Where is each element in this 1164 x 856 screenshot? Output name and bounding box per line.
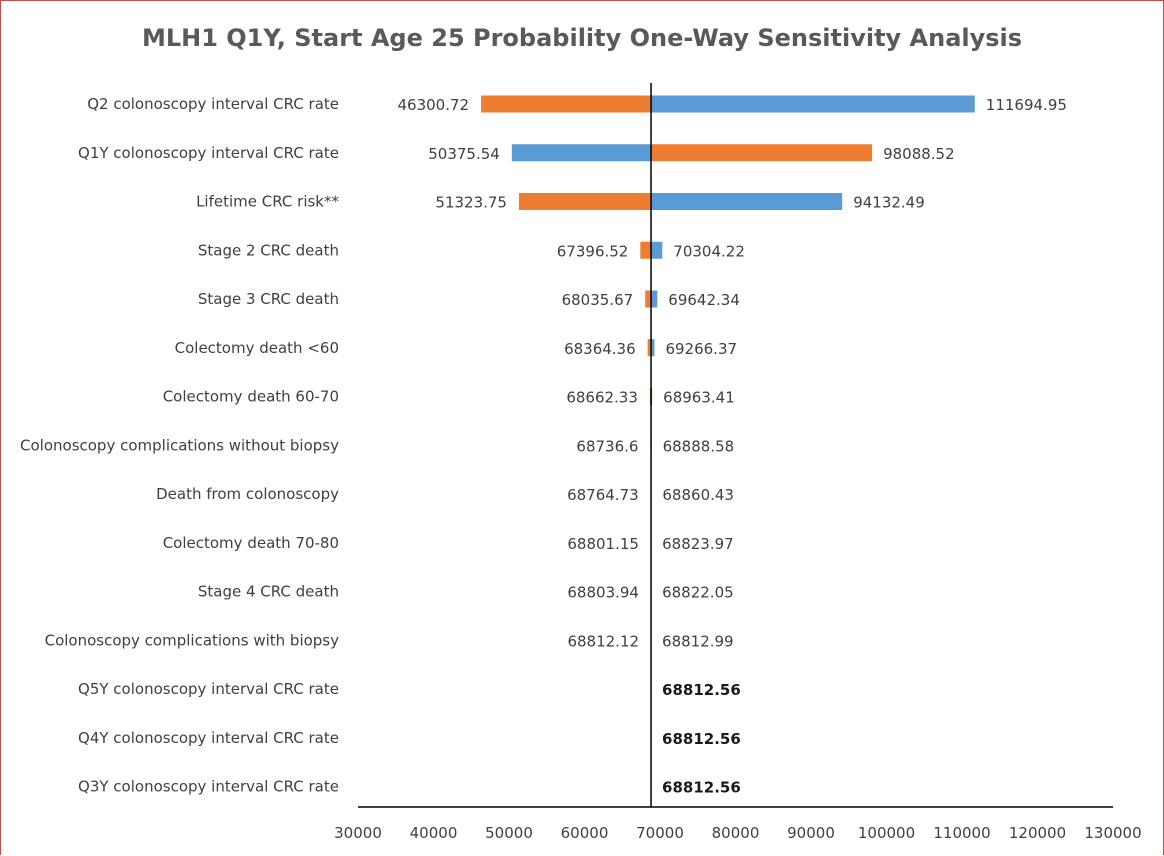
value-high-row-7: 68963.41 bbox=[663, 389, 735, 407]
bar-high-row-4 bbox=[651, 241, 663, 259]
x-tick-labels-group: 30000 40000 50000 60000 70000 80000 90000 10000… bbox=[334, 824, 1141, 842]
x-tick-label-130000: 130000 bbox=[1084, 824, 1141, 842]
value-high-row-14: 68812.56 bbox=[662, 730, 741, 748]
category-labels-group: Q2 colonoscopy interval CRC rate Q1Y colo… bbox=[20, 95, 339, 796]
bars-group bbox=[481, 95, 975, 454]
value-low-row-5: 68035.67 bbox=[562, 291, 634, 309]
value-high-row-11: 68822.05 bbox=[662, 584, 734, 602]
category-label-row-13: Q5Y colonoscopy interval CRC rate bbox=[78, 680, 339, 698]
category-label-row-15: Q3Y colonoscopy interval CRC rate bbox=[78, 778, 339, 796]
value-low-row-3: 51323.75 bbox=[435, 194, 507, 212]
value-high-row-1: 111694.95 bbox=[986, 96, 1067, 114]
x-tick-label-80000: 80000 bbox=[712, 824, 760, 842]
category-label-row-14: Q4Y colonoscopy interval CRC rate bbox=[78, 729, 339, 747]
x-tick-label-110000: 110000 bbox=[933, 824, 990, 842]
bar-low-row-6 bbox=[647, 339, 652, 357]
value-high-row-10: 68823.97 bbox=[662, 535, 734, 553]
value-high-row-4: 70304.22 bbox=[673, 242, 745, 260]
category-label-row-8: Colonoscopy complications without biopsy bbox=[20, 436, 339, 454]
value-low-row-4: 67396.52 bbox=[557, 242, 629, 260]
bar-high-row-1 bbox=[651, 95, 975, 113]
category-label-row-6: Colectomy death <60 bbox=[175, 339, 339, 357]
value-low-row-9: 68764.73 bbox=[567, 486, 639, 504]
bar-low-row-5 bbox=[645, 290, 652, 308]
bar-low-row-1 bbox=[481, 95, 652, 113]
value-high-row-6: 69266.37 bbox=[665, 340, 737, 358]
x-tick-label-30000: 30000 bbox=[334, 824, 382, 842]
category-label-row-12: Colonoscopy complications with biopsy bbox=[45, 631, 340, 649]
value-low-row-6: 68364.36 bbox=[564, 340, 636, 358]
category-label-row-7: Colectomy death 60-70 bbox=[163, 388, 339, 406]
value-high-row-13: 68812.56 bbox=[662, 681, 741, 699]
value-high-row-15: 68812.56 bbox=[662, 779, 741, 797]
value-low-row-11: 68803.94 bbox=[567, 584, 639, 602]
x-tick-label-40000: 40000 bbox=[410, 824, 458, 842]
bar-high-row-2 bbox=[651, 144, 873, 162]
x-tick-label-50000: 50000 bbox=[485, 824, 533, 842]
value-high-row-8: 68888.58 bbox=[663, 437, 735, 455]
bar-high-row-3 bbox=[651, 193, 843, 210]
value-high-row-9: 68860.43 bbox=[662, 486, 734, 504]
category-label-row-5: Stage 3 CRC death bbox=[198, 290, 339, 308]
x-tick-label-90000: 90000 bbox=[787, 824, 835, 842]
value-high-row-5: 69642.34 bbox=[668, 291, 740, 309]
value-low-row-12: 68812.12 bbox=[567, 632, 639, 650]
category-label-row-10: Colectomy death 70-80 bbox=[163, 534, 339, 552]
chart-title: MLH1 Q1Y, Start Age 25 Probability One-W… bbox=[142, 24, 1022, 52]
value-high-row-2: 98088.52 bbox=[883, 145, 955, 163]
bar-high-row-5 bbox=[651, 290, 658, 308]
category-label-row-9: Death from colonoscopy bbox=[156, 485, 339, 503]
value-labels-group: 46300.72 111694.95 50375.54 98088.52 51323.7… bbox=[397, 96, 1066, 797]
x-tick-label-60000: 60000 bbox=[561, 824, 609, 842]
bar-low-row-2 bbox=[511, 144, 652, 162]
bar-low-row-4 bbox=[640, 241, 652, 259]
value-low-row-1: 46300.72 bbox=[397, 96, 469, 114]
x-tick-label-120000: 120000 bbox=[1009, 824, 1066, 842]
category-label-row-11: Stage 4 CRC death bbox=[198, 583, 339, 601]
value-low-row-8: 68736.6 bbox=[576, 437, 638, 455]
category-label-row-1: Q2 colonoscopy interval CRC rate bbox=[87, 95, 339, 113]
category-label-row-2: Q1Y colonoscopy interval CRC rate bbox=[78, 144, 339, 162]
value-low-row-2: 50375.54 bbox=[428, 145, 500, 163]
value-high-row-12: 68812.99 bbox=[662, 632, 734, 650]
category-label-row-4: Stage 2 CRC death bbox=[198, 241, 339, 259]
value-high-row-3: 94132.49 bbox=[853, 194, 925, 212]
category-label-row-3: Lifetime CRC risk** bbox=[196, 193, 339, 211]
bar-low-row-3 bbox=[518, 193, 652, 210]
bar-high-row-6 bbox=[651, 339, 655, 357]
value-low-row-7: 68662.33 bbox=[566, 389, 638, 407]
x-tick-label-100000: 100000 bbox=[858, 824, 915, 842]
value-low-row-10: 68801.15 bbox=[567, 535, 639, 553]
x-tick-label-70000: 70000 bbox=[636, 824, 684, 842]
